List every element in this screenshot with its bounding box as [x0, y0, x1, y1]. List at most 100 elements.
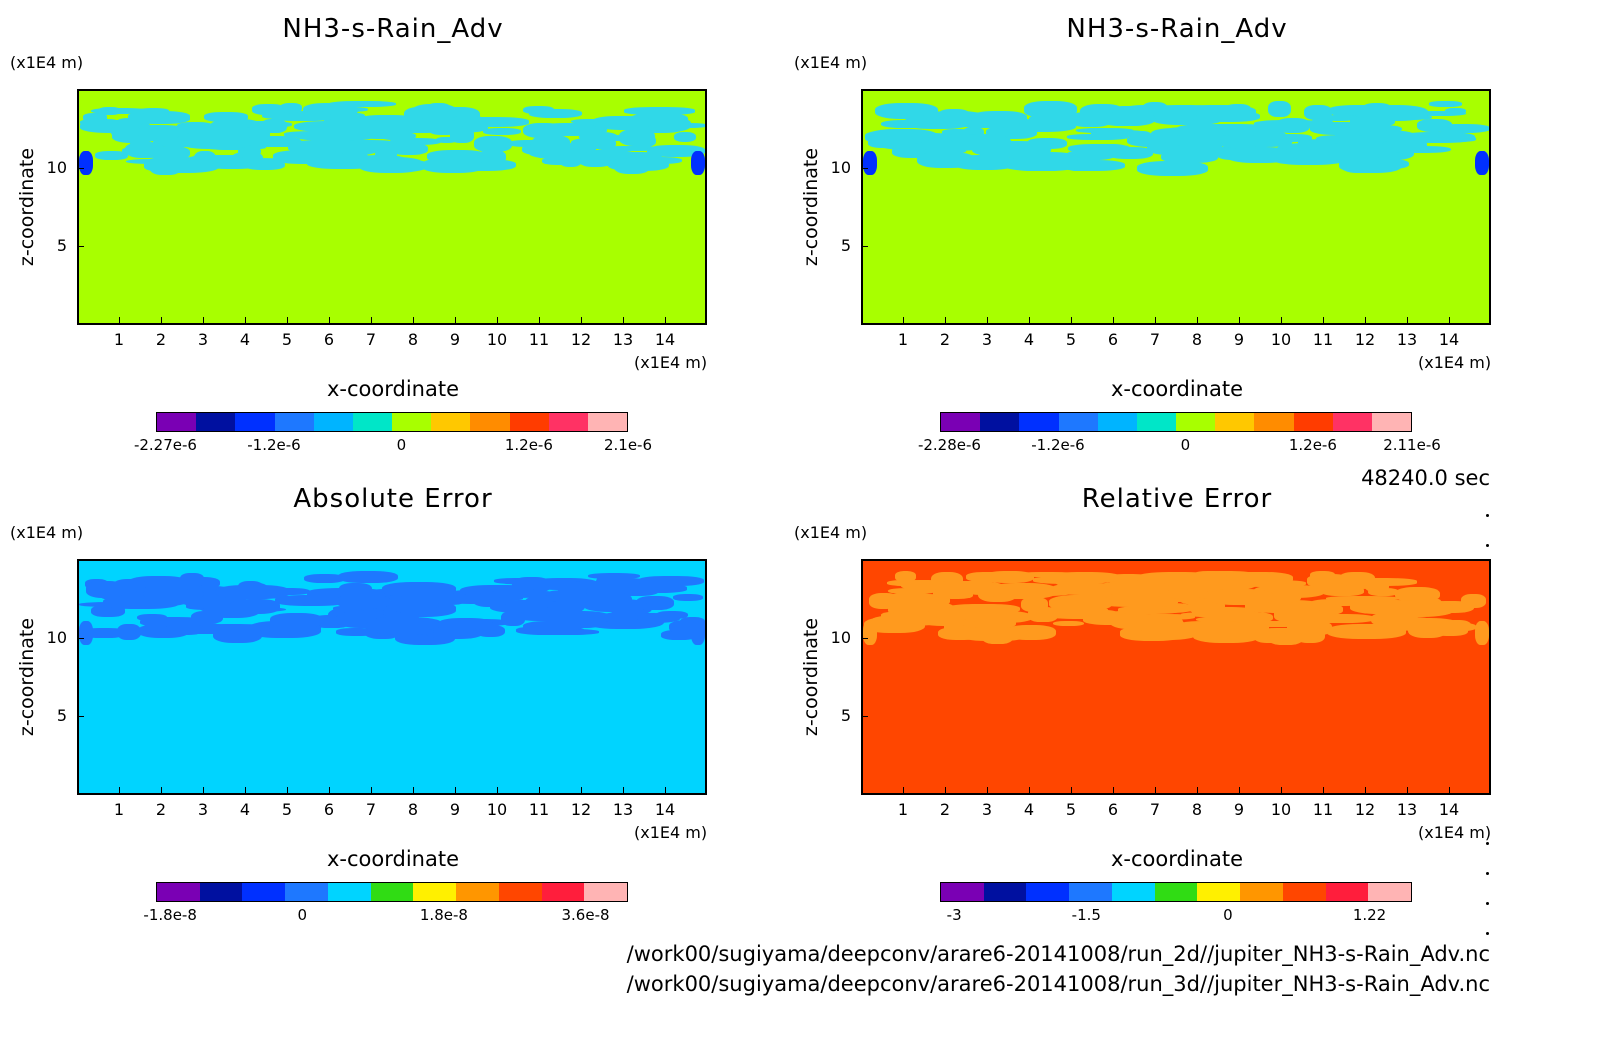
field-feature — [357, 154, 405, 166]
y-axis-unit: (x1E4 m) — [10, 523, 84, 542]
x-tick-mark — [1239, 317, 1240, 324]
field-feature — [318, 107, 369, 113]
field-feature — [970, 111, 1028, 125]
field-feature — [90, 107, 149, 115]
colorbar-segment — [392, 413, 432, 431]
field-feature — [189, 126, 262, 138]
field-feature — [1043, 608, 1120, 619]
x-tick-mark — [161, 787, 162, 794]
x-tick-mark — [623, 787, 624, 794]
field-feature — [948, 611, 1028, 620]
x-tick-mark — [1113, 317, 1114, 324]
colorbar-label: 0 — [1223, 906, 1233, 924]
x-tick-label: 13 — [612, 800, 634, 819]
field-feature — [604, 612, 639, 624]
colorbar-segment — [1019, 413, 1059, 431]
field-feature — [1009, 590, 1070, 596]
field-feature — [1321, 114, 1357, 121]
field-feature — [311, 124, 388, 131]
x-tick-label: 5 — [1065, 330, 1077, 349]
colorbar-segment — [941, 413, 981, 431]
field-feature — [279, 103, 303, 114]
x-tick-mark — [1029, 317, 1030, 324]
colorbar-segment — [1026, 883, 1070, 901]
field-feature — [354, 143, 380, 152]
x-axis-label: x-coordinate — [326, 377, 459, 401]
x-tick-mark — [1281, 317, 1282, 324]
field-feature — [389, 143, 429, 156]
x-tick-mark — [455, 317, 456, 324]
colorbar-segment — [1097, 413, 1137, 431]
footer-path-3d: /work00/sugiyama/deepconv/arare6-2014100… — [626, 972, 1490, 996]
x-tick-label: 10 — [486, 800, 508, 819]
field-feature — [272, 150, 344, 164]
x-tick-label: 4 — [1023, 800, 1035, 819]
colorbar-segment — [1293, 413, 1333, 431]
field-feature — [673, 131, 697, 143]
colorbar-label: 3.6e-8 — [561, 906, 610, 924]
field-feature — [208, 627, 255, 634]
field-feature — [1083, 614, 1139, 626]
x-axis-label: x-coordinate — [1110, 847, 1243, 871]
x-tick-mark — [119, 787, 120, 794]
field-feature — [1133, 614, 1183, 632]
field-feature — [1326, 595, 1400, 601]
field-feature — [1195, 616, 1240, 623]
y-axis-label: z-coordinate — [800, 617, 822, 737]
field-feature — [1248, 620, 1303, 627]
field-feature — [522, 620, 581, 633]
field-feature — [916, 151, 976, 169]
field-feature — [1169, 584, 1234, 590]
x-tick-label: 1 — [113, 800, 125, 819]
x-tick-label: 8 — [407, 330, 419, 349]
x-tick-mark — [1449, 317, 1450, 324]
x-tick-mark — [1239, 787, 1240, 794]
field-feature — [328, 101, 397, 108]
x-tick-label: 2 — [939, 800, 951, 819]
field-feature — [177, 121, 214, 131]
x-tick-label: 9 — [449, 800, 461, 819]
field-feature — [268, 624, 319, 635]
x-tick-mark — [371, 317, 372, 324]
x-tick-mark — [1029, 787, 1030, 794]
field-feature — [218, 629, 241, 641]
colorbar-label: -1.2e-6 — [247, 436, 301, 454]
x-tick-mark — [329, 317, 330, 324]
x-tick-label: 11 — [1312, 800, 1334, 819]
colorbar-segment — [285, 883, 328, 901]
field-feature — [1217, 135, 1261, 149]
colorbar-segment — [1058, 413, 1098, 431]
x-tick-mark — [497, 317, 498, 324]
x-axis-unit: (x1E4 m) — [1418, 353, 1492, 372]
field-feature — [186, 602, 235, 610]
field-feature — [303, 573, 345, 583]
plot-area — [77, 559, 707, 795]
x-tick-label: 3 — [981, 330, 993, 349]
x-tick-label: 11 — [1312, 330, 1334, 349]
y-tick-mark — [861, 167, 868, 169]
edge-feature — [1475, 621, 1489, 645]
field-feature — [894, 571, 917, 583]
marker-dot — [1486, 902, 1489, 905]
x-tick-mark — [623, 317, 624, 324]
field-feature — [1052, 582, 1123, 595]
field-feature — [204, 112, 249, 122]
x-axis-label: x-coordinate — [1110, 377, 1243, 401]
field-feature — [1399, 607, 1446, 616]
colorbar-label: 0 — [297, 906, 308, 924]
x-tick-label: 7 — [365, 800, 377, 819]
x-tick-label: 10 — [486, 330, 508, 349]
colorbar-segment — [327, 883, 371, 901]
x-tick-mark — [1365, 317, 1366, 324]
x-tick-label: 11 — [528, 800, 550, 819]
field-feature — [529, 108, 583, 118]
x-tick-mark — [945, 317, 946, 324]
field-feature — [1067, 149, 1116, 160]
x-tick-label: 12 — [570, 330, 592, 349]
edge-feature — [691, 621, 705, 645]
marker-dot — [1486, 514, 1489, 517]
field-feature — [1153, 587, 1228, 598]
chart-title: Relative Error — [1081, 484, 1273, 514]
colorbar — [940, 412, 1412, 432]
x-tick-mark — [987, 317, 988, 324]
